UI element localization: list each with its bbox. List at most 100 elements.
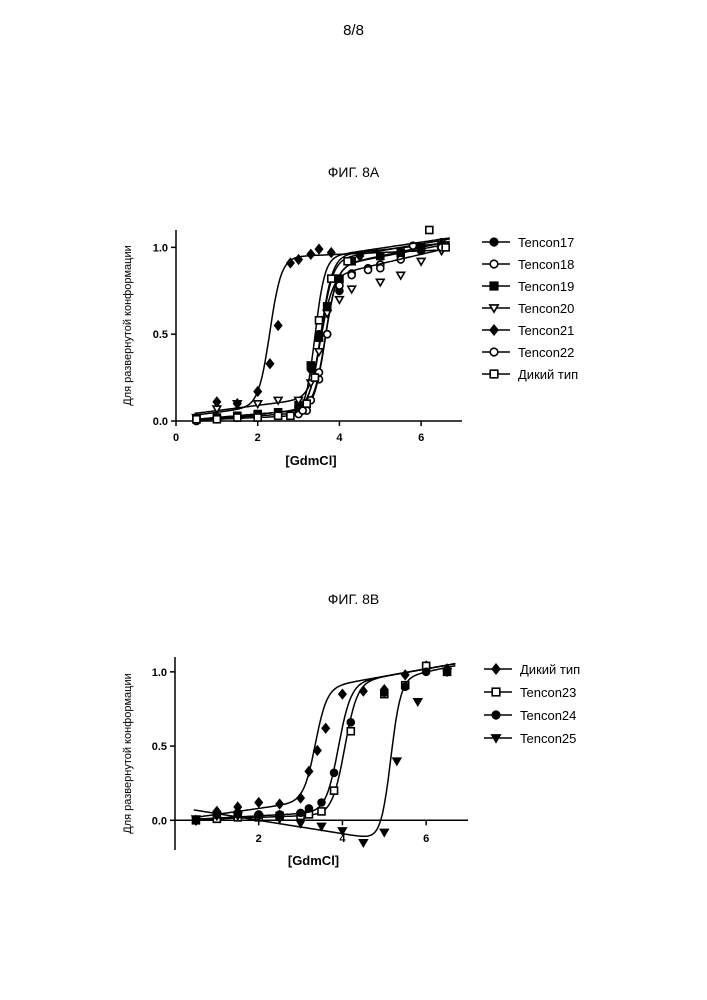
data-point <box>337 827 348 837</box>
legend-marker <box>490 734 502 744</box>
legend-label: Tencon22 <box>518 345 574 360</box>
legend-label: Дикий тип <box>518 367 578 382</box>
data-point <box>346 718 356 727</box>
data-point <box>295 819 306 829</box>
legend-marker <box>489 347 499 357</box>
x-tick-label: 6 <box>423 833 429 845</box>
data-point <box>286 411 295 421</box>
data-point <box>321 722 331 734</box>
data-point <box>312 744 322 757</box>
data-point <box>334 295 345 305</box>
data-point <box>358 838 369 849</box>
legend-marker <box>491 710 501 720</box>
x-tick-label: 4 <box>336 432 343 444</box>
data-point <box>296 792 306 804</box>
data-point <box>358 685 368 697</box>
data-point <box>343 256 352 266</box>
data-point <box>272 396 284 406</box>
data-point <box>379 688 389 697</box>
y-tick-label: 0.0 <box>152 815 167 827</box>
data-point <box>285 257 295 269</box>
data-point <box>375 263 385 273</box>
legend: Tencon17 Tencon18 Tencon19 Tencon20 Tencon21… <box>482 235 578 382</box>
legend-marker <box>491 687 501 697</box>
data-point <box>317 807 326 816</box>
data-point <box>335 281 344 290</box>
fit-curve <box>193 662 456 821</box>
data-point <box>322 329 332 339</box>
series-Дикий тип <box>192 225 450 424</box>
data-point <box>412 697 424 707</box>
series-Tencon25 <box>190 664 456 849</box>
data-point <box>441 243 450 252</box>
data-point <box>232 413 242 422</box>
legend: Дикий тип Tencon23 Tencon24 Tencon25 <box>484 662 580 746</box>
data-point <box>232 812 244 822</box>
x-tick-label: 6 <box>418 432 424 444</box>
data-point <box>391 757 403 767</box>
data-point <box>294 253 304 266</box>
data-point <box>252 400 263 410</box>
data-point <box>273 319 283 332</box>
data-point <box>329 786 339 795</box>
data-point <box>192 414 201 424</box>
data-point <box>375 278 386 288</box>
data-point <box>346 726 356 736</box>
data-point <box>313 347 325 357</box>
page-number: 8/8 <box>343 22 364 39</box>
legend-label: Дикий тип <box>520 662 580 677</box>
data-point <box>212 396 222 408</box>
legend-label: Tencon21 <box>518 323 574 338</box>
data-point <box>310 373 320 382</box>
legend-marker <box>489 281 499 291</box>
y-tick-label: 0.5 <box>153 329 168 341</box>
x-axis-title: [GdmCl] <box>288 853 339 868</box>
figure-8b-title: ФИГ. 8В <box>327 591 380 607</box>
data-point <box>253 813 264 823</box>
data-point <box>306 248 316 260</box>
legend-marker <box>491 662 501 676</box>
x-tick-label: 2 <box>256 833 262 845</box>
data-point <box>274 815 285 825</box>
y-axis-title: Для развернутой конформации <box>122 245 134 405</box>
data-point <box>211 812 223 822</box>
legend-label: Tencon18 <box>518 257 574 272</box>
data-point <box>425 225 434 235</box>
figure-8a-title: ФИГ. 8А <box>327 164 380 180</box>
y-tick-label: 1.0 <box>152 667 167 679</box>
legend-marker <box>489 369 499 379</box>
data-point <box>212 414 222 424</box>
y-tick-label: 0.0 <box>153 416 168 428</box>
legend-label: Tencon19 <box>518 279 574 294</box>
data-point <box>296 808 305 818</box>
data-point <box>304 765 314 777</box>
data-point <box>326 274 336 283</box>
data-point <box>316 822 327 832</box>
data-point <box>326 246 336 259</box>
data-point <box>346 285 357 295</box>
data-point <box>190 815 202 825</box>
data-point <box>273 411 283 421</box>
legend-label: Tencon20 <box>518 301 574 316</box>
data-point <box>441 668 453 678</box>
legend-label: Tencon24 <box>520 708 576 723</box>
fit-curve <box>193 662 456 819</box>
x-tick-label: 0 <box>173 432 179 444</box>
legend-marker <box>489 259 499 269</box>
data-point <box>395 271 406 281</box>
y-tick-label: 1.0 <box>153 242 168 254</box>
data-point <box>253 385 263 398</box>
data-point <box>253 413 263 422</box>
x-axis-title: [GdmCl] <box>285 453 336 468</box>
legend-marker <box>489 323 499 337</box>
data-point <box>329 768 339 778</box>
legend-label: Tencon23 <box>520 685 576 700</box>
legend-label: Tencon17 <box>518 235 574 250</box>
data-point <box>293 396 304 406</box>
data-point <box>304 804 314 813</box>
data-point <box>314 243 324 255</box>
data-point <box>265 358 275 370</box>
data-point <box>379 828 390 838</box>
